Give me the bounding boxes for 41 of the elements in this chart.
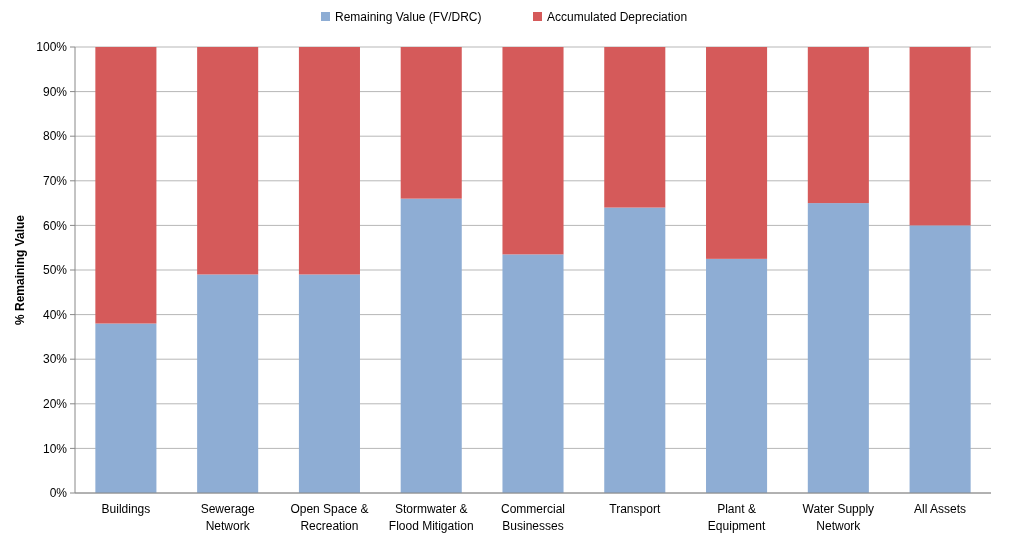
y-tick-label: 30% <box>42 352 68 367</box>
x-tick-label: Commercial Businesses <box>500 502 566 533</box>
y-tick-label: 70% <box>42 174 68 188</box>
bar <box>400 47 462 199</box>
bar <box>807 47 869 204</box>
bar <box>604 207 666 493</box>
x-tick-label: Buildings <box>101 502 151 516</box>
bar <box>807 203 869 493</box>
bar <box>298 274 360 493</box>
bar <box>400 198 462 493</box>
x-tick-label: Transport <box>609 502 661 516</box>
y-tick-label: 100% <box>36 40 68 55</box>
y-tick-label: 50% <box>42 263 68 278</box>
x-tick-label: Water Supply Network <box>802 502 875 533</box>
y-tick-label: 20% <box>42 397 68 411</box>
bar <box>706 258 768 493</box>
y-tick-label: 40% <box>42 307 68 322</box>
bar <box>502 254 564 493</box>
y-axis-title: % Remaining Value <box>13 214 27 326</box>
legend-label: Accumulated Depreciation <box>547 10 688 24</box>
bar <box>706 47 768 259</box>
x-tick-label: Open Space & Recreation <box>290 502 369 533</box>
bar <box>909 225 971 493</box>
y-tick-label: 60% <box>42 218 68 233</box>
legend-label: Remaining Value (FV/DRC) <box>335 10 482 24</box>
x-tick-label: All Assets <box>914 502 967 516</box>
bar <box>909 47 971 226</box>
y-tick-label: 0% <box>49 486 68 501</box>
bar <box>604 47 666 208</box>
bar <box>95 47 157 324</box>
bar <box>197 47 259 275</box>
bar <box>197 274 259 493</box>
x-tick-label: Sewerage Network <box>200 502 255 533</box>
bar <box>95 323 157 493</box>
x-tick-label: Plant & Equipment <box>707 502 766 533</box>
bar <box>502 47 564 255</box>
y-tick-label: 80% <box>42 129 68 144</box>
y-tick-label: 90% <box>42 84 68 99</box>
x-tick-label: Stormwater & Flood Mitigation <box>388 502 474 533</box>
bar <box>298 47 360 275</box>
y-tick-label: 10% <box>42 441 68 456</box>
